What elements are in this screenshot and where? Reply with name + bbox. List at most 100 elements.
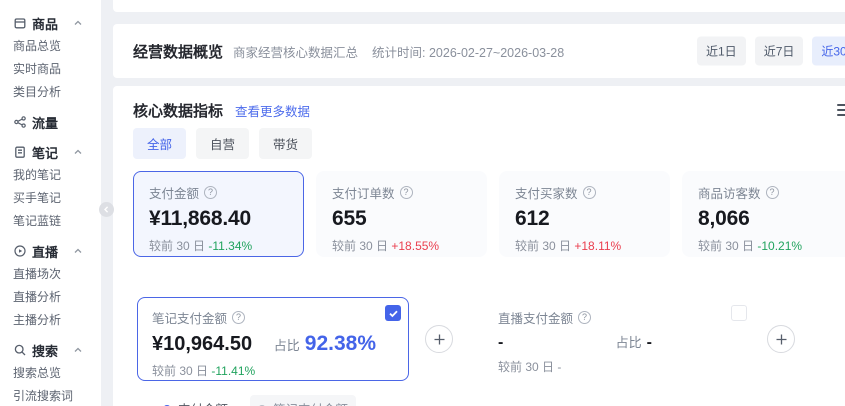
chart-legend: 支付金额 笔记支付金额 xyxy=(155,395,845,406)
legend-label: 支付金额 xyxy=(178,399,228,406)
carousel-prev-button[interactable] xyxy=(99,202,114,217)
tab-self-operated[interactable]: 自营 xyxy=(196,128,250,159)
change-value: +18.11% xyxy=(574,239,622,253)
metric-card-product-visitors[interactable]: 商品访客数? 8,066 较前 30 日 -10.21% xyxy=(682,171,845,257)
compare-label: 较前 30 日 xyxy=(149,239,206,253)
range-7d-button[interactable]: 近7日 xyxy=(754,36,804,66)
checkbox-unchecked-icon[interactable] xyxy=(731,305,747,321)
traffic-share-icon xyxy=(13,115,27,129)
legend-dot-gray xyxy=(258,404,267,406)
range-30d-button[interactable]: 近30日 xyxy=(812,36,845,66)
sidebar-section-label: 直播 xyxy=(32,244,59,260)
metric-value: 655 xyxy=(332,207,367,230)
chevron-up-icon xyxy=(73,18,83,28)
live-play-icon xyxy=(13,244,27,258)
compare-label: 较前 30 日 xyxy=(332,239,389,253)
metric-label: 支付金额 xyxy=(149,187,200,201)
sidebar-section-label: 搜索 xyxy=(32,343,59,359)
compare-label: 较前 30 日 xyxy=(498,360,555,374)
metric-value: 8,066 xyxy=(698,207,750,230)
sidebar-section-goods[interactable]: 商品 xyxy=(13,11,101,35)
sidebar-section-label: 流量 xyxy=(32,115,59,131)
change-value: -10.21% xyxy=(757,239,803,253)
metric-label: 商品访客数 xyxy=(698,187,761,201)
sidebar-item-my-notes[interactable]: 我的笔记 xyxy=(13,168,62,182)
sidebar-section-label: 商品 xyxy=(32,16,59,32)
legend-item-pay-amount[interactable]: 支付金额 xyxy=(155,395,236,406)
sidebar-item-category-analysis[interactable]: 类目分析 xyxy=(13,85,62,99)
sidebar: 商品 商品总览 实时商品 类目分析 流量 笔记 我的笔记 买手笔记 笔记蓝链 直… xyxy=(0,0,101,406)
sidebar-section-label: 笔记 xyxy=(32,145,59,161)
metric-label: 支付买家数 xyxy=(515,187,578,201)
ratio-label: 占比 xyxy=(615,335,642,350)
overview-header-card: 经营数据概览 商家经营核心数据汇总 统计时间: 2026-02-27~2026-… xyxy=(113,24,845,78)
sidebar-section-search[interactable]: 搜索 xyxy=(13,338,101,362)
breakdown-row: 笔记支付金额? ¥10,964.50 占比 92.38% 较前 30 日 -11.… xyxy=(137,297,845,381)
metric-label: 直播支付金额 xyxy=(498,312,574,326)
legend-item-note-pay-amount[interactable]: 笔记支付金额 xyxy=(250,395,357,406)
metric-card-pay-amount[interactable]: 支付金额? ¥11,868.40 较前 30 日 -11.34% xyxy=(133,171,304,257)
metric-value: 612 xyxy=(515,207,550,230)
sidebar-item-live-sessions[interactable]: 直播场次 xyxy=(13,267,62,281)
page-title: 经营数据概览 xyxy=(133,43,224,61)
change-value: +18.55% xyxy=(391,239,440,253)
ratio-value: 92.38% xyxy=(304,332,376,355)
help-icon[interactable]: ? xyxy=(765,186,779,199)
change-value: -11.34% xyxy=(208,239,253,253)
metric-label: 笔记支付金额 xyxy=(152,312,228,326)
tab-affiliate[interactable]: 带货 xyxy=(259,128,313,159)
metric-card-pay-orders[interactable]: 支付订单数? 655 较前 30 日 +18.55% xyxy=(316,171,487,257)
chevron-up-icon xyxy=(73,246,83,256)
sidebar-item-buyer-notes[interactable]: 买手笔记 xyxy=(13,191,62,205)
goods-box-icon xyxy=(13,16,27,30)
help-icon[interactable]: ? xyxy=(578,311,592,324)
breakdown-card-note-pay[interactable]: 笔记支付金额? ¥10,964.50 占比 92.38% 较前 30 日 -11.… xyxy=(137,297,409,381)
chevron-up-icon xyxy=(73,345,83,355)
help-icon[interactable]: ? xyxy=(399,186,413,199)
compare-label: 较前 30 日 xyxy=(698,239,755,253)
change-value: - xyxy=(557,360,562,374)
metric-card-pay-buyers[interactable]: 支付买家数? 612 较前 30 日 +18.11% xyxy=(499,171,670,257)
add-metric-button[interactable] xyxy=(767,325,795,353)
metric-value: ¥11,868.40 xyxy=(149,207,251,230)
view-more-link[interactable]: 查看更多数据 xyxy=(235,104,311,119)
sidebar-item-live-analysis[interactable]: 直播分析 xyxy=(13,290,62,304)
metric-value: - xyxy=(498,334,504,351)
sidebar-section-traffic[interactable]: 流量 xyxy=(13,110,101,134)
note-icon xyxy=(13,145,27,159)
sidebar-item-search-overview[interactable]: 搜索总览 xyxy=(13,366,62,380)
tab-all[interactable]: 全部 xyxy=(133,128,187,159)
compare-label: 较前 30 日 xyxy=(152,364,209,378)
sidebar-section-notes[interactable]: 笔记 xyxy=(13,140,101,164)
scope-tabs: 全部 自营 带货 xyxy=(133,128,845,159)
core-metrics-card: 核心数据指标 查看更多数据 全部 自营 带货 支付金额? ¥11,868.40 … xyxy=(113,86,845,406)
help-icon[interactable]: ? xyxy=(232,311,246,324)
page-subtitle: 商家经营核心数据汇总 xyxy=(233,45,359,60)
sidebar-section-live[interactable]: 直播 xyxy=(13,239,101,263)
sidebar-item-traffic-search-terms[interactable]: 引流搜索词 xyxy=(13,389,74,403)
section-title: 核心数据指标 xyxy=(133,102,224,120)
help-icon[interactable]: ? xyxy=(204,186,218,199)
search-icon xyxy=(13,343,27,357)
help-icon[interactable]: ? xyxy=(582,186,596,199)
change-value: -11.41% xyxy=(211,364,256,378)
metric-value: ¥10,964.50 xyxy=(152,333,253,355)
stat-time-text: 统计时间: 2026-02-27~2026-03-28 xyxy=(372,45,565,60)
ratio-value: - xyxy=(646,334,652,351)
range-1d-button[interactable]: 近1日 xyxy=(697,36,746,66)
legend-dot-blue xyxy=(163,404,171,406)
legend-label: 笔记支付金额 xyxy=(273,399,348,406)
breakdown-card-live-pay[interactable]: 直播支付金额? - 占比 - 较前 30 日 - xyxy=(483,297,755,381)
metric-cards-row: 支付金额? ¥11,868.40 较前 30 日 -11.34% 支付订单数? … xyxy=(133,171,845,257)
date-range-group: 近1日 近7日 近30日 xyxy=(697,36,845,66)
filter-icon[interactable] xyxy=(837,103,845,117)
sidebar-item-note-bluelink[interactable]: 笔记蓝链 xyxy=(13,214,62,228)
compare-label: 较前 30 日 xyxy=(515,239,572,253)
sidebar-item-host-analysis[interactable]: 主播分析 xyxy=(13,313,62,327)
checkbox-checked-icon[interactable] xyxy=(385,305,401,321)
previous-card-bottom-edge xyxy=(113,0,845,12)
sidebar-item-realtime-goods[interactable]: 实时商品 xyxy=(13,62,62,76)
add-metric-button[interactable] xyxy=(425,325,453,353)
sidebar-item-goods-overview[interactable]: 商品总览 xyxy=(13,39,62,53)
metric-label: 支付订单数 xyxy=(332,187,395,201)
